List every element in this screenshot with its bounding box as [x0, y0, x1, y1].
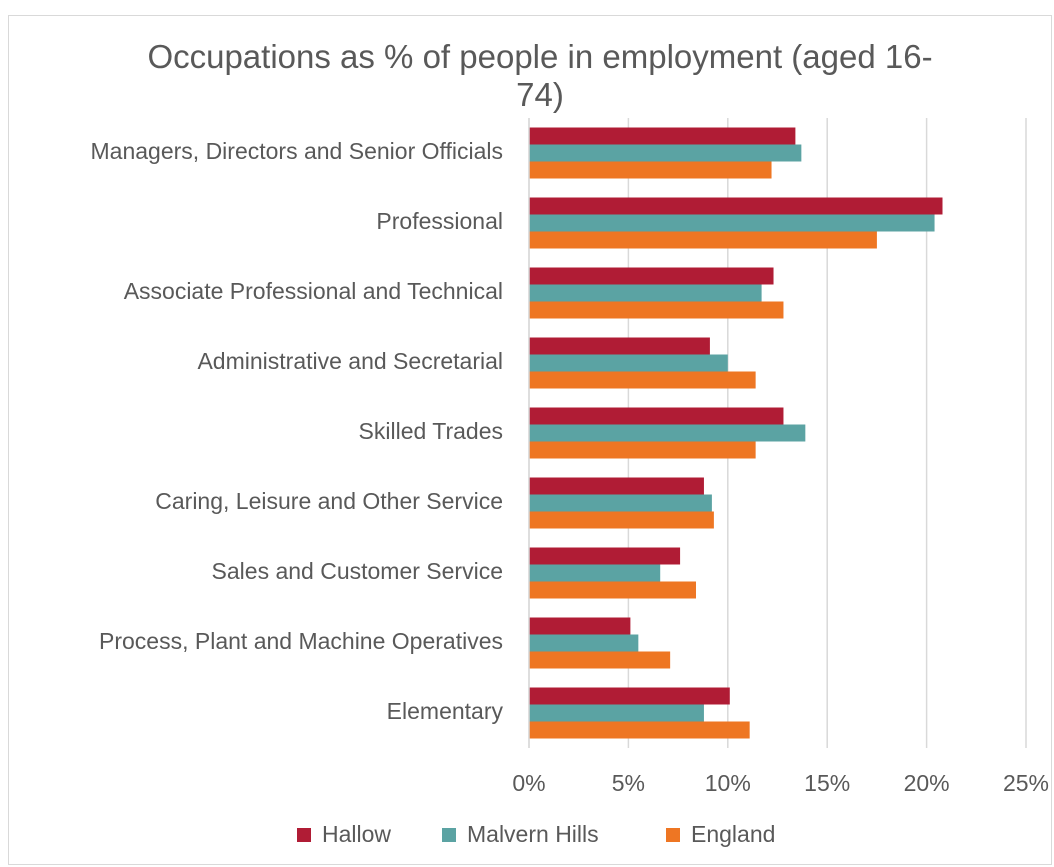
x-tick-label: 15%: [804, 770, 850, 796]
bar: [529, 301, 784, 319]
y-tick-label: Professional: [376, 208, 503, 234]
bar: [529, 127, 796, 145]
chart-title: Occupations as % of people in employment…: [147, 38, 933, 113]
legend-label: England: [691, 821, 775, 847]
y-tick-label: Skilled Trades: [359, 418, 503, 444]
y-tick-label: Associate Professional and Technical: [124, 278, 503, 304]
legend-swatch: [442, 828, 456, 842]
bar: [529, 477, 704, 495]
bar: [529, 581, 696, 599]
y-tick-label: Elementary: [387, 698, 504, 724]
x-tick-label: 25%: [1003, 770, 1049, 796]
bar: [529, 634, 639, 652]
bar: [529, 284, 762, 302]
bar: [529, 511, 714, 529]
y-tick-label: Caring, Leisure and Other Service: [155, 488, 503, 514]
bar: [529, 214, 935, 232]
x-tick-label: 10%: [705, 770, 751, 796]
bar: [529, 144, 802, 162]
bar: [529, 441, 756, 459]
chart-frame: [8, 15, 1052, 865]
legend-swatch: [297, 828, 311, 842]
legend-label: Hallow: [322, 821, 391, 847]
legend-swatch: [666, 828, 680, 842]
bar: [529, 161, 772, 179]
bar: [529, 547, 681, 565]
x-tick-label: 5%: [612, 770, 645, 796]
bar: [529, 704, 704, 722]
legend-label: Malvern Hills: [467, 821, 599, 847]
bar: [529, 494, 712, 512]
bar: [529, 354, 728, 372]
bar: [529, 371, 756, 389]
bar: [529, 407, 784, 425]
bar: [529, 424, 806, 442]
bar: [529, 197, 943, 215]
bar: [529, 231, 877, 249]
y-tick-label: Process, Plant and Machine Operatives: [99, 628, 503, 654]
x-tick-label: 20%: [904, 770, 950, 796]
bar: [529, 617, 631, 635]
y-tick-label: Managers, Directors and Senior Officials: [91, 138, 503, 164]
bar: [529, 564, 661, 582]
y-tick-label: Administrative and Secretarial: [197, 348, 503, 374]
x-tick-label: 0%: [512, 770, 545, 796]
bar: [529, 721, 750, 739]
bar: [529, 337, 710, 355]
bar: [529, 651, 671, 669]
bar: [529, 267, 774, 285]
y-tick-label: Sales and Customer Service: [212, 558, 503, 584]
bar: [529, 687, 730, 705]
